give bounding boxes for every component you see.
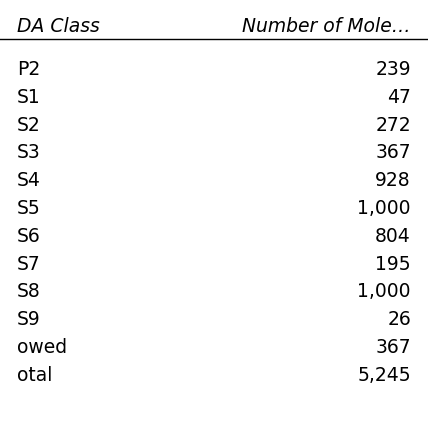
Text: 367: 367 xyxy=(375,143,411,162)
Text: S5: S5 xyxy=(17,199,41,218)
Text: owed: owed xyxy=(17,338,67,357)
Text: P2: P2 xyxy=(17,60,40,79)
Text: S8: S8 xyxy=(17,282,41,301)
Text: 239: 239 xyxy=(375,60,411,79)
Text: 195: 195 xyxy=(375,255,411,273)
Text: S6: S6 xyxy=(17,227,41,246)
Text: 367: 367 xyxy=(375,338,411,357)
Text: otal: otal xyxy=(17,366,53,385)
Text: S1: S1 xyxy=(17,88,41,107)
Text: S2: S2 xyxy=(17,116,41,134)
Text: 1,000: 1,000 xyxy=(357,282,411,301)
Text: S3: S3 xyxy=(17,143,41,162)
Text: S7: S7 xyxy=(17,255,41,273)
Text: 26: 26 xyxy=(387,310,411,329)
Text: Number of Mole…: Number of Mole… xyxy=(242,17,411,36)
Text: 47: 47 xyxy=(387,88,411,107)
Text: S4: S4 xyxy=(17,171,41,190)
Text: 928: 928 xyxy=(375,171,411,190)
Text: 272: 272 xyxy=(375,116,411,134)
Text: 804: 804 xyxy=(375,227,411,246)
Text: 1,000: 1,000 xyxy=(357,199,411,218)
Text: DA Class: DA Class xyxy=(17,17,100,36)
Text: S9: S9 xyxy=(17,310,41,329)
Text: 5,245: 5,245 xyxy=(357,366,411,385)
